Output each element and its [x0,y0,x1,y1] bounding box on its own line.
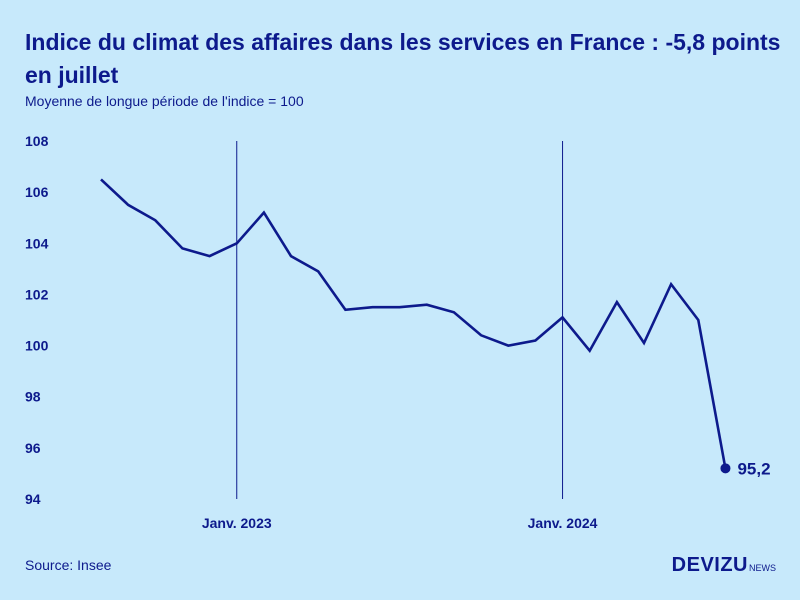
y-tick-label: 108 [25,133,49,149]
x-tick-label: Janv. 2024 [528,515,598,531]
y-tick-label: 100 [25,338,49,354]
y-tick-label: 94 [25,491,41,507]
source-note: Source: Insee [25,557,112,573]
chart-subtitle: Moyenne de longue période de l'indice = … [25,93,304,109]
data-series [100,178,727,469]
chart-title: Indice du climat des affaires dans les s… [25,29,781,88]
series-line [100,178,727,469]
reference-lines: Janv. 2023 Janv. 2024 [202,141,598,531]
logo-text: DEVIZU [671,554,748,576]
y-tick-label: 102 [25,286,49,302]
logo-subtext: NEWS [749,563,776,573]
y-tick-label: 104 [25,235,49,251]
x-tick-label: Janv. 2023 [202,515,272,531]
y-tick-label: 96 [25,440,41,456]
last-value-label: 95,2 [737,459,770,478]
last-value-marker [720,463,731,474]
annotations: 95,2 [720,459,771,478]
brand-logo: DEVIZU NEWS [672,554,776,577]
y-axis-ticks: 94 96 98 100 102 104 106 108 [25,133,49,507]
y-tick-label: 98 [25,389,41,405]
y-tick-label: 106 [25,184,49,200]
